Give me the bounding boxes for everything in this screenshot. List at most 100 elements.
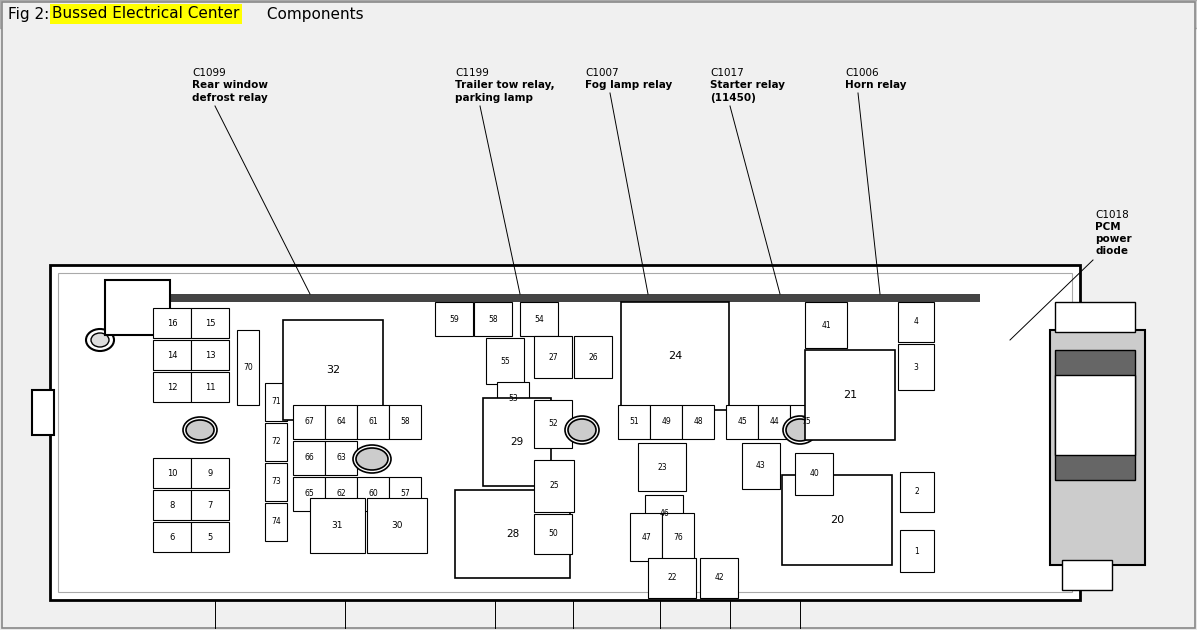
Ellipse shape bbox=[91, 333, 109, 347]
Text: 66: 66 bbox=[304, 454, 314, 462]
Text: 44: 44 bbox=[770, 418, 779, 427]
Bar bbox=[192, 458, 229, 488]
Text: 4: 4 bbox=[913, 318, 918, 326]
Text: 58: 58 bbox=[400, 418, 409, 427]
Bar bbox=[265, 383, 287, 421]
Bar bbox=[310, 498, 365, 553]
Text: 13: 13 bbox=[205, 350, 215, 360]
Text: 48: 48 bbox=[693, 418, 703, 427]
Bar bbox=[192, 522, 229, 552]
Bar bbox=[293, 441, 326, 475]
Text: 20: 20 bbox=[830, 515, 844, 525]
Bar bbox=[650, 405, 682, 439]
Text: Trailer tow relay,: Trailer tow relay, bbox=[455, 80, 554, 90]
Text: 32: 32 bbox=[326, 365, 340, 375]
Text: 70: 70 bbox=[243, 363, 253, 372]
Bar bbox=[435, 302, 473, 336]
Bar bbox=[57, 273, 1073, 592]
Ellipse shape bbox=[86, 329, 114, 351]
Bar bbox=[782, 475, 892, 565]
Bar bbox=[265, 423, 287, 461]
Bar bbox=[519, 302, 558, 336]
Bar bbox=[237, 330, 259, 405]
Bar bbox=[575, 336, 612, 378]
Bar bbox=[1062, 560, 1112, 590]
Bar bbox=[534, 400, 572, 448]
Bar bbox=[455, 490, 570, 578]
Text: Starter relay: Starter relay bbox=[710, 80, 785, 90]
Bar bbox=[293, 477, 326, 511]
Bar bbox=[742, 443, 780, 489]
Text: 57: 57 bbox=[400, 490, 409, 498]
Bar bbox=[389, 477, 421, 511]
Text: 58: 58 bbox=[488, 314, 498, 323]
Text: 62: 62 bbox=[336, 490, 346, 498]
Bar bbox=[265, 463, 287, 501]
Text: 75: 75 bbox=[801, 418, 810, 427]
Text: diode: diode bbox=[1095, 246, 1128, 256]
Text: 30: 30 bbox=[391, 521, 402, 530]
Text: 15: 15 bbox=[205, 319, 215, 328]
Text: 12: 12 bbox=[166, 382, 177, 391]
Text: 45: 45 bbox=[737, 418, 747, 427]
Text: 7: 7 bbox=[207, 500, 213, 510]
Bar bbox=[700, 558, 739, 598]
Text: C1006: C1006 bbox=[845, 68, 879, 78]
Text: 5: 5 bbox=[207, 532, 213, 542]
Text: 54: 54 bbox=[534, 314, 543, 323]
Text: 14: 14 bbox=[166, 350, 177, 360]
Text: 26: 26 bbox=[588, 353, 597, 362]
Text: 46: 46 bbox=[660, 510, 669, 518]
Text: parking lamp: parking lamp bbox=[455, 93, 533, 103]
Bar bbox=[105, 280, 170, 335]
Bar bbox=[898, 344, 934, 390]
Text: 43: 43 bbox=[757, 462, 766, 471]
Text: Fog lamp relay: Fog lamp relay bbox=[585, 80, 673, 90]
Text: Components: Components bbox=[262, 6, 364, 21]
Bar bbox=[50, 265, 1080, 600]
Text: defrost relay: defrost relay bbox=[192, 93, 268, 103]
Text: PCM: PCM bbox=[1095, 222, 1120, 232]
Bar bbox=[790, 405, 822, 439]
Text: C1199: C1199 bbox=[455, 68, 488, 78]
Bar bbox=[534, 460, 575, 512]
Text: 64: 64 bbox=[336, 418, 346, 427]
Bar bbox=[326, 405, 357, 439]
Text: 55: 55 bbox=[500, 357, 510, 365]
Text: power: power bbox=[1095, 234, 1131, 244]
Bar bbox=[648, 558, 695, 598]
Bar bbox=[727, 405, 758, 439]
Text: 71: 71 bbox=[272, 398, 281, 406]
Bar bbox=[758, 405, 790, 439]
Bar bbox=[326, 477, 357, 511]
Text: 74: 74 bbox=[272, 517, 281, 527]
Text: 53: 53 bbox=[508, 394, 518, 403]
Text: 50: 50 bbox=[548, 529, 558, 539]
Text: C1007: C1007 bbox=[585, 68, 619, 78]
Ellipse shape bbox=[783, 416, 818, 444]
Text: 72: 72 bbox=[272, 437, 281, 447]
Text: 10: 10 bbox=[166, 469, 177, 478]
Text: Fig 2:: Fig 2: bbox=[8, 6, 54, 21]
Bar bbox=[153, 308, 192, 338]
Text: 9: 9 bbox=[207, 469, 213, 478]
Bar bbox=[326, 441, 357, 475]
Ellipse shape bbox=[786, 419, 814, 441]
Text: 42: 42 bbox=[715, 573, 724, 583]
Bar bbox=[357, 477, 389, 511]
Text: 8: 8 bbox=[169, 500, 175, 510]
Bar bbox=[1055, 375, 1135, 455]
Bar bbox=[484, 398, 551, 486]
Bar bbox=[806, 302, 847, 348]
Text: 23: 23 bbox=[657, 462, 667, 471]
Bar bbox=[618, 405, 650, 439]
Text: 16: 16 bbox=[166, 319, 177, 328]
Text: 49: 49 bbox=[661, 418, 670, 427]
Text: 67: 67 bbox=[304, 418, 314, 427]
Bar bbox=[153, 372, 192, 402]
Bar bbox=[389, 405, 421, 439]
Bar bbox=[486, 338, 524, 384]
Ellipse shape bbox=[569, 419, 596, 441]
Bar bbox=[662, 513, 694, 561]
Bar bbox=[192, 372, 229, 402]
